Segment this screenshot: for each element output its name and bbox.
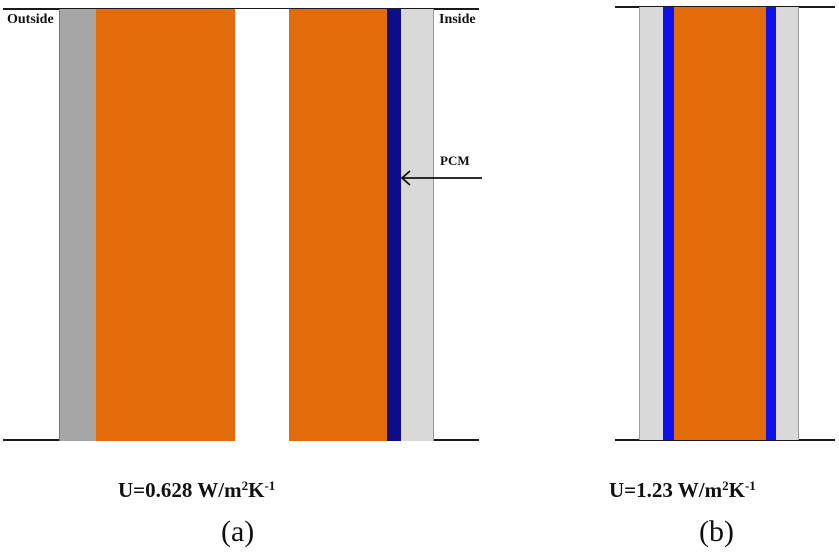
wall-b-caption: (b) — [699, 515, 734, 548]
wall-b-inside-plaster-layer — [776, 7, 799, 440]
wall-a-outside-plaster-layer — [59, 9, 97, 441]
pcm-label: PCM — [440, 153, 470, 168]
pcm-arrow-icon — [400, 170, 482, 186]
wall-a-air-gap-layer — [235, 9, 289, 441]
wall-b-inner-pcm-layer — [766, 7, 776, 440]
wall-a-u-value: U=0.628 W/m2K-1 — [118, 478, 276, 502]
wall-a-inner-brick-layer — [289, 9, 387, 441]
wall-a-pcm-layer — [387, 9, 401, 441]
wall-a-outer-brick-layer — [96, 9, 235, 441]
wall-a-inside-plaster-layer — [401, 9, 434, 441]
wall-a-caption: (a) — [221, 515, 255, 548]
wall-b-outside-plaster-layer — [639, 7, 664, 440]
wall-b-bottom-line — [615, 439, 835, 441]
inside-label: Inside — [439, 12, 476, 27]
wall-b-brick-layer — [674, 7, 766, 440]
outside-label: Outside — [7, 12, 54, 27]
wall-b-outer-pcm-layer — [663, 7, 674, 440]
wall-b-u-value: U=1.23 W/m2K-1 — [609, 478, 756, 502]
